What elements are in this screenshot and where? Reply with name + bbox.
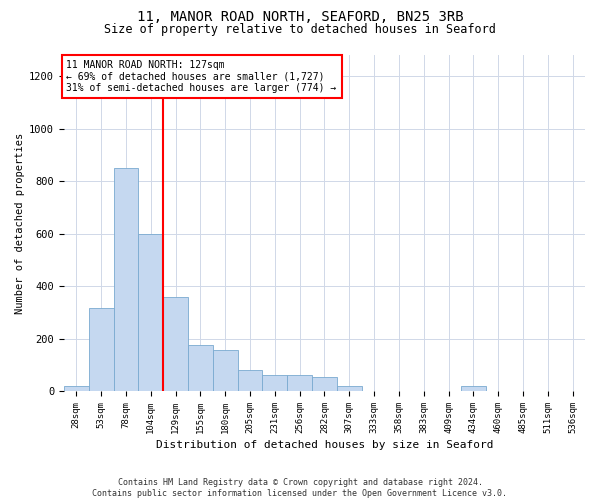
Text: 11 MANOR ROAD NORTH: 127sqm
← 69% of detached houses are smaller (1,727)
31% of : 11 MANOR ROAD NORTH: 127sqm ← 69% of det… — [67, 60, 337, 93]
Bar — [461, 386, 486, 391]
Bar — [64, 386, 89, 391]
Bar — [337, 386, 362, 391]
Bar — [238, 370, 262, 391]
X-axis label: Distribution of detached houses by size in Seaford: Distribution of detached houses by size … — [155, 440, 493, 450]
Text: Contains HM Land Registry data © Crown copyright and database right 2024.
Contai: Contains HM Land Registry data © Crown c… — [92, 478, 508, 498]
Bar — [213, 350, 238, 391]
Bar — [312, 376, 337, 391]
Bar — [139, 234, 163, 391]
Y-axis label: Number of detached properties: Number of detached properties — [15, 132, 25, 314]
Bar — [89, 308, 113, 391]
Bar — [113, 168, 139, 391]
Text: 11, MANOR ROAD NORTH, SEAFORD, BN25 3RB: 11, MANOR ROAD NORTH, SEAFORD, BN25 3RB — [137, 10, 463, 24]
Bar — [163, 296, 188, 391]
Bar — [262, 376, 287, 391]
Bar — [188, 345, 213, 391]
Text: Size of property relative to detached houses in Seaford: Size of property relative to detached ho… — [104, 22, 496, 36]
Bar — [287, 376, 312, 391]
